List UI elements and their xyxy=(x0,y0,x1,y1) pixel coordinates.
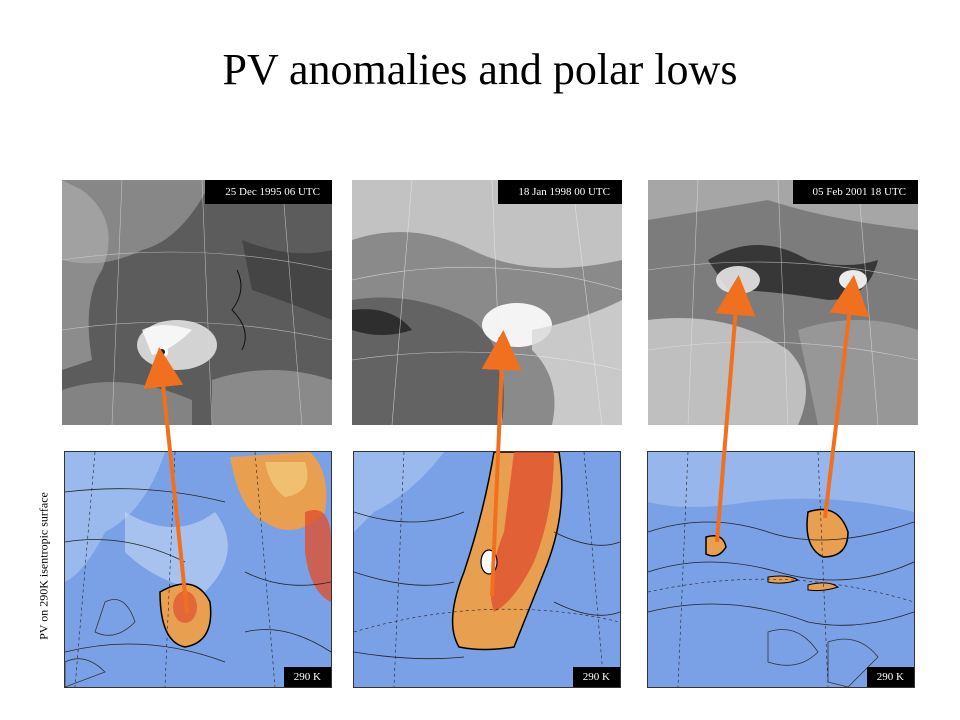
pv-contour-map xyxy=(65,452,331,687)
satellite-image-1: 25 Dec 1995 06 UTC xyxy=(62,180,332,425)
date-label: 05 Feb 2001 18 UTC xyxy=(792,180,918,204)
level-label: 290 K xyxy=(572,667,620,687)
date-label: 25 Dec 1995 06 UTC xyxy=(205,180,332,204)
pv-map-3: 290 K xyxy=(647,451,915,688)
satellite-cloud-picture xyxy=(648,180,918,425)
pv-map-2: 290 K xyxy=(353,451,621,688)
satellite-cloud-picture xyxy=(62,180,332,425)
satellite-image-3: 05 Feb 2001 18 UTC xyxy=(648,180,918,425)
level-label: 290 K xyxy=(283,667,331,687)
satellite-image-2: 18 Jan 1998 00 UTC xyxy=(352,180,622,425)
pv-contour-map xyxy=(354,452,620,687)
pv-map-1: 290 K xyxy=(64,451,332,688)
side-axis-label: PV on 290K isentropic surface xyxy=(36,492,51,640)
slide-title: PV anomalies and polar lows xyxy=(222,45,738,94)
pv-contour-map xyxy=(648,452,914,687)
level-label: 290 K xyxy=(866,667,914,687)
satellite-cloud-picture xyxy=(352,180,622,425)
date-label: 18 Jan 1998 00 UTC xyxy=(498,180,622,204)
